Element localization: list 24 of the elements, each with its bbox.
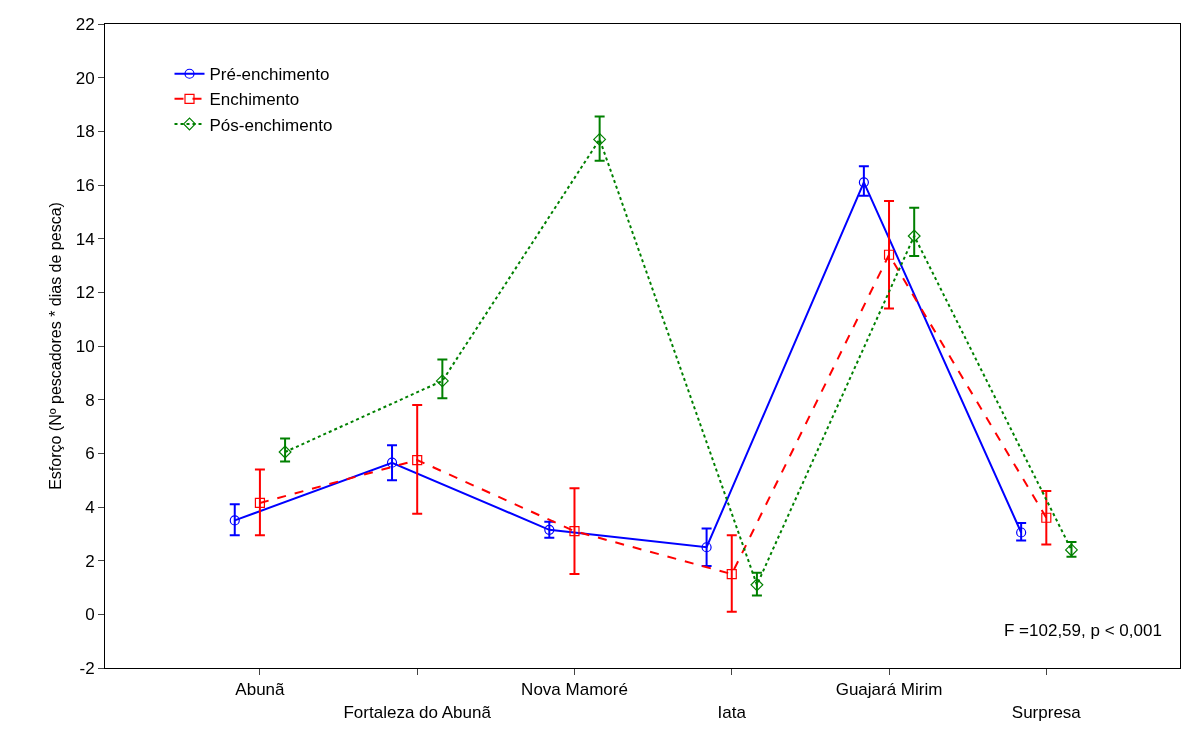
y-axis-title: Esforço (Nº pescadores * dias de pesca) (46, 202, 64, 490)
y-tick-label: 2 (85, 551, 95, 571)
legend-label: Enchimento (209, 90, 300, 110)
annotation: F =102,59, p < 0,001 (1004, 621, 1162, 640)
y-tick-label: 0 (85, 605, 95, 625)
y-tick-label: 8 (85, 390, 95, 410)
legend-label: Pós-enchimento (209, 115, 333, 135)
y-tick-label: 12 (75, 283, 95, 303)
y-tick-label: 18 (75, 122, 95, 142)
y-tick-label: 20 (75, 68, 95, 88)
x-tick-label: Iata (717, 702, 747, 722)
y-tick-label: 10 (75, 336, 95, 356)
x-tick-label: Abunã (235, 680, 286, 700)
y-tick-label: 14 (75, 229, 95, 249)
y-tick-label: -2 (79, 658, 95, 678)
y-tick-label: 22 (75, 14, 95, 34)
y-tick-label: 16 (75, 175, 95, 195)
x-tick-label: Nova Mamoré (521, 680, 628, 700)
y-tick-label: 6 (85, 444, 95, 464)
x-tick-label: Guajará Mirim (835, 680, 943, 700)
x-tick-label: Surpresa (1011, 702, 1082, 722)
legend-label: Pré-enchimento (209, 65, 330, 85)
y-tick-label: 4 (85, 497, 95, 517)
x-tick-label: Fortaleza do Abunã (343, 702, 492, 722)
